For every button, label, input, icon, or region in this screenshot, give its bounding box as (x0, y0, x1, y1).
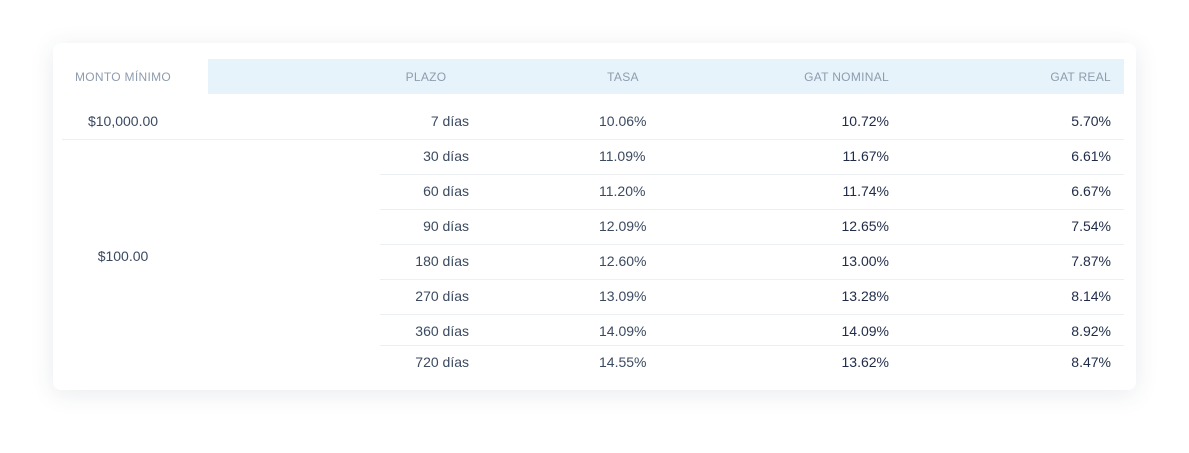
row-divider (380, 314, 1124, 315)
cell: 13.00% (841, 253, 889, 269)
cell: 5.70% (1071, 113, 1111, 129)
cell: 12.60% (599, 253, 647, 269)
row-divider (380, 209, 1124, 210)
cell: 270 días (415, 288, 469, 304)
cell: 8.14% (1071, 288, 1111, 304)
cell: 11.20% (599, 183, 646, 199)
column-header: TASA (607, 70, 639, 84)
cell: 14.09% (841, 323, 889, 339)
cell: 7.54% (1071, 218, 1111, 234)
cell: 90 días (423, 218, 469, 234)
monto-cell: $100.00 (97, 248, 149, 264)
row-divider (62, 139, 1124, 140)
cell: 360 días (415, 323, 469, 339)
cell: 11.09% (599, 148, 646, 164)
cell: 6.67% (1071, 183, 1111, 199)
cell: 11.67% (842, 148, 889, 164)
column-header: GAT REAL (1050, 70, 1111, 84)
column-header: GAT NOMINAL (804, 70, 889, 84)
cell: 7 días (430, 113, 469, 129)
row-divider (380, 244, 1124, 245)
cell: 14.09% (599, 323, 647, 339)
cell: 12.09% (599, 218, 647, 234)
row-divider (380, 174, 1124, 175)
column-header: MONTO MÍNIMO (74, 70, 172, 84)
monto-cell: $10,000.00 (87, 113, 159, 129)
cell: 720 días (415, 354, 469, 370)
cell: 10.72% (841, 113, 889, 129)
cell: 180 días (415, 253, 469, 269)
cell: 6.61% (1071, 148, 1111, 164)
cell: 7.87% (1071, 253, 1111, 269)
cell: 11.74% (842, 183, 889, 199)
cell: 8.92% (1071, 323, 1111, 339)
cell: 14.55% (599, 354, 647, 370)
row-divider (380, 279, 1124, 280)
cell: 12.65% (841, 218, 889, 234)
header-background (208, 59, 1124, 94)
cell: 10.06% (599, 113, 647, 129)
column-header: PLAZO (405, 70, 447, 84)
cell: 13.28% (841, 288, 889, 304)
table-card (53, 43, 1136, 390)
cell: 8.47% (1071, 354, 1111, 370)
cell: 30 días (423, 148, 469, 164)
cell: 13.09% (599, 288, 647, 304)
cell: 60 días (423, 183, 469, 199)
cell: 13.62% (841, 354, 889, 370)
row-divider (380, 345, 1124, 346)
